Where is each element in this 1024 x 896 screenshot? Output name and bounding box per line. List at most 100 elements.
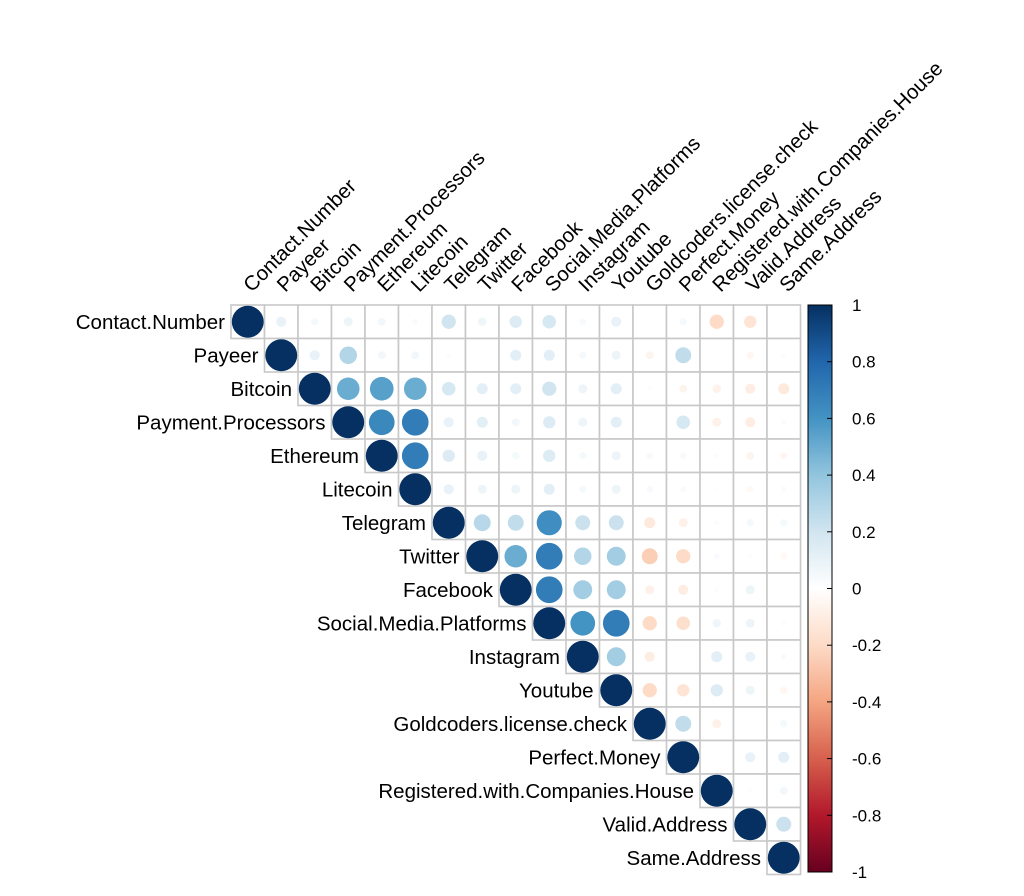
corr-circle-Twitter-Twitter [466,540,499,573]
corr-circle-Social.Media.Platforms-Same.Address [781,620,787,626]
corr-circle-Twitter-Goldcoders.license.check [641,548,658,565]
corr-circle-Facebook-Instagram [573,580,593,600]
colorbar-tick-label: -1 [852,863,867,882]
corr-circle-Bitcoin-Instagram [578,384,588,394]
corr-circle-Youtube-Youtube [600,674,633,707]
corr-circle-Instagram-Youtube [606,647,626,667]
corr-circle-Twitter-Same.Address [780,553,787,560]
corr-circle-Social.Media.Platforms-Social.Media.Platforms [533,607,566,640]
corr-circle-Payeer-Goldcoders.license.check [645,351,654,360]
corr-circle-Twitter-Youtube [606,546,626,566]
corr-circle-Telegram-Facebook [507,514,524,531]
corr-circle-Goldcoders.license.check-Same.Address [780,720,788,728]
corr-circle-Litecoin-Goldcoders.license.check [646,486,653,493]
corr-circle-Payment.Processors-Litecoin [401,408,429,436]
corr-circle-Contact.Number-Perfect.Money [679,318,687,326]
colorbar-tick-label: 0.6 [852,409,876,428]
corr-circle-Facebook-Social.Media.Platforms [535,576,563,604]
colorbar-tick-label: -0.4 [852,693,881,712]
cell-0-7 [464,304,500,340]
colorbar-tick-label: -0.2 [852,636,881,655]
corr-circle-Facebook-Facebook [499,573,532,606]
corr-circle-Payment.Processors-Same.Address [780,419,787,426]
corr-circle-Telegram-Instagram [575,515,591,531]
corr-circle-Registered.with.Companies.House-Valid.Address [747,788,753,794]
corr-circle-Litecoin-Same.Address [780,486,787,493]
colorbar-ticks: 1 0.8 0.6 0.4 0.2 0 -0.2 -0.4 -0.6 -0.8 -1 [827,296,881,882]
column-labels: Contact.NumberPayeerBitcoinPayment.Proce… [239,57,947,296]
corr-circle-Youtube-Perfect.Money [677,684,690,697]
row-label: Bitcoin [230,378,292,401]
corr-circle-Contact.Number-Ethereum [377,317,386,326]
corr-circle-Instagram-Same.Address [780,653,787,660]
colorbar-tick-label: 0.4 [852,466,876,485]
corr-circle-Telegram-Perfect.Money [678,518,688,528]
row-label: Payeer [194,344,259,367]
corr-circle-Contact.Number-Social.Media.Platforms [542,314,557,329]
corr-circle-Facebook-Goldcoders.license.check [645,585,655,595]
corr-circle-Payment.Processors-Youtube [610,416,622,428]
corr-circle-Social.Media.Platforms-Perfect.Money [676,616,691,631]
corr-circle-Payment.Processors-Social.Media.Platforms [543,416,556,429]
corr-circle-Bitcoin-Telegram [441,381,456,396]
corr-circle-Facebook-Registered.with.Companies.House [714,587,720,593]
corr-circle-Bitcoin-Litecoin [403,377,427,401]
corr-circle-Goldcoders.license.check-Perfect.Money [675,715,692,732]
corr-circle-Payment.Processors-Ethereum [368,409,395,436]
corr-circle-Litecoin-Registered.with.Companies.House [715,487,719,491]
row-label: Youtube [519,679,594,702]
row-label: Instagram [469,646,560,669]
corr-circle-Litecoin-Telegram [443,484,454,495]
corr-circle-Litecoin-Facebook [511,484,521,494]
corr-circle-Twitter-Social.Media.Platforms [535,542,563,570]
corr-circle-Ethereum-Same.Address [780,452,788,460]
cell-13-14 [699,739,735,775]
colorbar-tick-label: -0.6 [852,750,881,769]
corr-circle-Ethereum-Facebook [512,452,520,460]
corr-circle-Payment.Processors-Instagram [578,417,588,427]
corr-circle-Telegram-Twitter [473,514,491,532]
corr-circle-Bitcoin-Registered.with.Companies.House [712,384,721,393]
corr-circle-Valid.Address-Valid.Address [734,808,767,841]
corr-circle-Contact.Number-Payeer [276,316,287,327]
row-label: Contact.Number [76,311,225,334]
corr-circle-Payment.Processors-Valid.Address [745,417,756,428]
corr-circle-Ethereum-Perfect.Money [680,452,687,459]
corr-circle-Payeer-Facebook [510,349,522,361]
row-labels: Contact.Number Payeer Bitcoin Payment.Proce… [76,311,761,870]
circle-layer [231,305,800,874]
corr-circle-Contact.Number-Telegram [441,314,456,329]
corr-circle-Payeer-Same.Address [781,352,787,358]
corr-circle-Contact.Number-Litecoin [412,318,419,325]
corr-circle-Payeer-Bitcoin [309,350,320,361]
colorbar-tick-label: 0.2 [852,523,876,542]
corr-circle-Litecoin-Social.Media.Platforms [543,483,555,495]
corr-circle-Contact.Number-Registered.with.Companies.House [709,314,724,329]
corr-circle-Facebook-Youtube [606,580,626,600]
corr-circle-Litecoin-Valid.Address [747,486,754,493]
cell-1-14 [699,337,735,373]
corr-circle-Ethereum-Twitter [477,450,488,461]
corr-circle-Ethereum-Youtube [611,451,621,461]
row-label: Litecoin [322,478,393,501]
corr-circle-Litecoin-Instagram [579,485,587,493]
corr-circle-Telegram-Same.Address [780,519,788,527]
corr-circle-Instagram-Registered.with.Companies.House [711,651,723,663]
corr-circle-Youtube-Goldcoders.license.check [642,683,657,698]
cell-5-6 [431,471,467,507]
corr-circle-Payeer-Ethereum [377,351,386,360]
colorbar-tick-label: 0 [852,580,861,599]
corr-circle-Bitcoin-Goldcoders.license.check [647,386,653,392]
corr-circle-Ethereum-Social.Media.Platforms [543,449,556,462]
corr-circle-Goldcoders.license.check-Registered.with.Companies.House [712,719,722,729]
row-label: Ethereum [270,445,359,468]
corr-circle-Bitcoin-Youtube [610,383,622,395]
corr-circle-Payment.Processors-Telegram [443,417,454,428]
corr-circle-Social.Media.Platforms-Registered.with.Companies.House [712,619,721,628]
corr-circle-Payeer-Twitter [480,353,484,357]
corr-circle-Payment.Processors-Twitter [476,416,488,428]
corr-circle-Litecoin-Twitter [477,484,487,494]
row-label: Facebook [403,579,494,602]
corr-circle-Payment.Processors-Payment.Processors [332,406,365,439]
